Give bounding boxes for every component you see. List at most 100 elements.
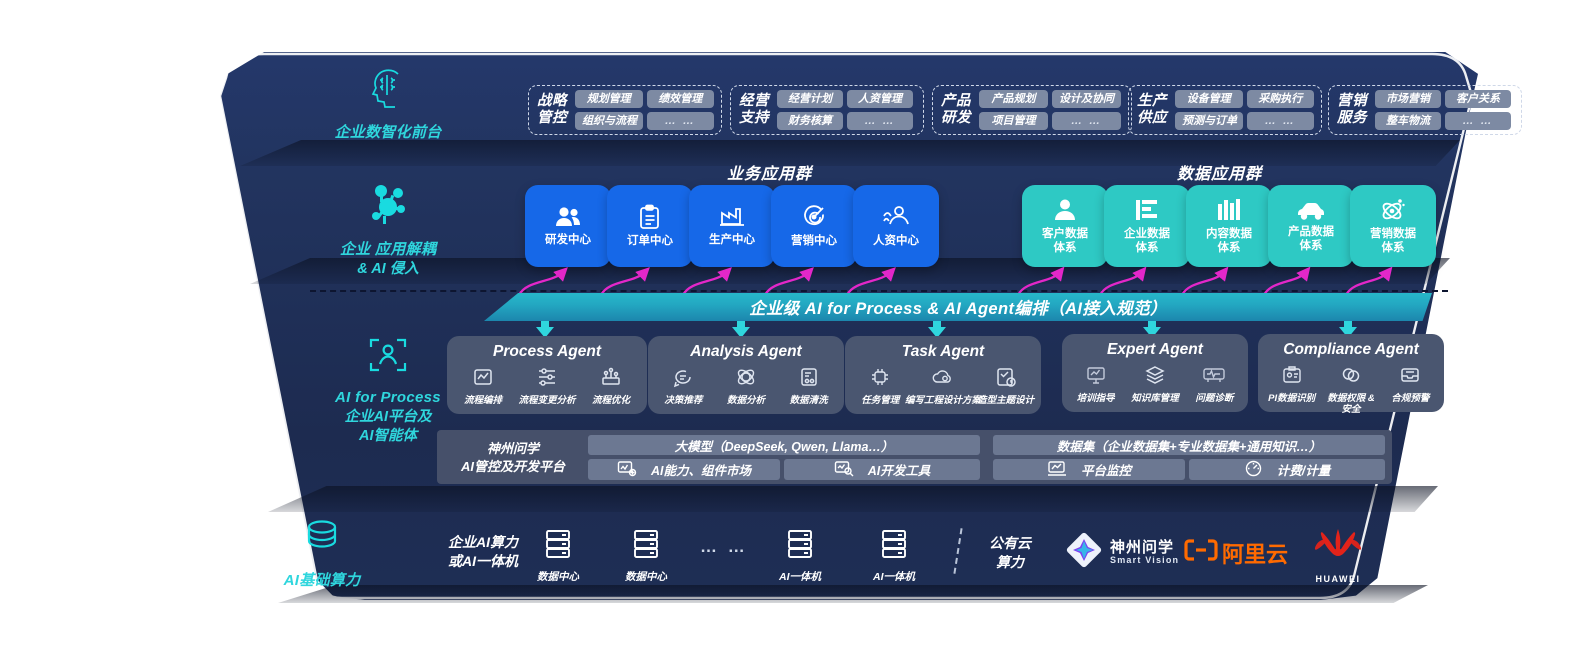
chip[interactable]: 经营计划 [777,89,843,108]
chip[interactable]: 市场营销 [1375,89,1441,108]
data-card-label: 营销数据 体系 [1370,227,1416,254]
data-card-product[interactable]: 产品数据 体系 [1268,185,1354,267]
agent-item[interactable]: 流程编排 [451,366,514,407]
data-card-customer[interactable]: 客户数据 体系 [1022,185,1108,267]
app-card-rnd[interactable]: 研发中心 [525,185,611,267]
layer-divider-dashed [310,290,1448,292]
app-card-production[interactable]: 生产中心 [689,185,775,267]
agent-card-task[interactable]: Task Agent 任务管理 编写工程设计方案 [845,336,1041,414]
chip[interactable]: 财务核算 [777,112,843,131]
data-apps-heading: 数据应用群 [1177,166,1263,183]
agent-card-process[interactable]: Process Agent 流程编排 流程变更分析 [447,336,647,414]
agent-item[interactable]: 合规预警 [1381,364,1440,405]
biz-group-title: 战略 管控 [537,93,567,126]
infra-node-label: 数据中心 [625,571,667,583]
factory-icon [718,204,746,229]
data-card-content[interactable]: 内容数据 体系 [1186,185,1272,267]
chip[interactable]: 整车物流 [1375,112,1441,131]
platform-billing[interactable]: 计费/计量 [1189,459,1385,480]
training-icon [1085,364,1107,391]
chip-more[interactable]: … … [847,112,913,131]
agent-item-label: 编写工程设计方案 [904,395,981,406]
agent-item-label: PI数据识别 [1268,393,1316,404]
infra-node-label: AI一体机 [873,571,915,583]
agent-item[interactable]: 培训指导 [1066,364,1125,405]
agent-title: Expert Agent [1107,341,1203,358]
ai-orchestration-banner[interactable]: 企业级 AI for Process & AI Agent编排（AI接入规范） [484,293,1432,321]
chip[interactable]: 组织与流程 [575,112,643,131]
agent-item[interactable]: PI数据识别 [1262,364,1321,405]
biz-group-4[interactable]: 营销 服务 市场营销 客户关系 整车物流 … … [1328,85,1522,135]
biz-group-1[interactable]: 经营 支持 经营计划 人资管理 财务核算 … … [730,85,924,135]
chip[interactable]: 客户关系 [1445,89,1511,108]
smart-vision-mark-icon [1064,530,1104,575]
chip-more[interactable]: … … [1052,112,1121,131]
biz-group-title: 生产 供应 [1137,93,1167,126]
monitor-icon [1047,460,1067,480]
rail-label-front: 企业数智化前台 [334,124,442,141]
target-icon [801,204,827,230]
biz-group-0[interactable]: 战略 管控 规划管理 绩效管理 组织与流程 … … [528,85,722,135]
data-card-marketing[interactable]: 营销数据 体系 [1350,185,1436,267]
platform-monitor[interactable]: 平台监控 [993,459,1185,480]
agent-item[interactable]: 流程优化 [579,366,642,407]
agent-item[interactable]: 造型主题设计 [975,366,1037,407]
infra-node-0[interactable]: 数据中心 [530,528,586,584]
chip[interactable]: 项目管理 [979,112,1048,131]
agent-item-label: 流程变更分析 [518,395,576,406]
infra-node-4[interactable]: AI一体机 [866,528,922,584]
data-atom-icon [735,366,757,393]
ai-devtool-icon [834,460,854,480]
chip[interactable]: 采购执行 [1246,89,1314,108]
infra-node-1[interactable]: 数据中心 [618,528,674,584]
agent-title: Analysis Agent [690,343,802,360]
app-card-label: 人资中心 [873,234,919,247]
people-chart-icon [882,204,910,230]
agent-item-label: 知识库管理 [1131,393,1179,404]
agent-card-compliance[interactable]: Compliance Agent PI数据识别 数据权限 & 安全 [1258,334,1444,415]
app-card-marketing[interactable]: 营销中心 [771,185,857,267]
logo-smart-vision[interactable]: 神州问学 Smart Vision [1064,530,1179,575]
car-icon [1296,199,1326,221]
platform-ai-market[interactable]: AI能力、组件市场 [588,459,780,480]
logo-aliyun[interactable]: 阿里云 [1184,537,1288,569]
agent-card-analysis[interactable]: Analysis Agent 决策推荐 数据分析 [648,336,844,414]
infra-node-3[interactable]: AI一体机 [772,528,828,584]
server-icon [631,530,661,564]
rail-item-compute: AI基础算力 [232,518,412,591]
biz-group-3[interactable]: 生产 供应 设备管理 采购执行 预测与订单 … … [1128,85,1322,135]
agent-item[interactable]: 编写工程设计方案 [905,366,981,407]
agent-item[interactable]: 数据权限 & 安全 [1322,364,1381,416]
chip[interactable]: 设备管理 [1175,89,1243,108]
biz-group-2[interactable]: 产品 研发 产品规划 设计及协同 项目管理 … … [932,85,1132,135]
agent-item[interactable]: 流程变更分析 [515,366,578,407]
chip[interactable]: 设计及协同 [1052,89,1121,108]
chip[interactable]: 人资管理 [847,89,913,108]
biz-group-chips: 市场营销 客户关系 整车物流 … … [1375,89,1511,131]
logo-huawei[interactable]: HUAWEI [1310,528,1366,584]
chip[interactable]: 绩效管理 [646,89,714,108]
chip-more[interactable]: … … [646,112,714,131]
agent-item[interactable]: 问题诊断 [1185,364,1244,405]
chip[interactable]: 预测与订单 [1175,112,1243,131]
data-card-enterprise[interactable]: 企业数据 体系 [1104,185,1190,267]
agent-items: 培训指导 知识库管理 问题诊断 [1062,364,1248,405]
platform-llm-label: 大模型（DeepSeek, Qwen, Llama…） [674,439,894,454]
agent-item[interactable]: 决策推荐 [652,366,714,407]
platform-dataset-label: 数据集（企业数据集+专业数据集+通用知识…） [1056,439,1322,454]
platform-llm-bar[interactable]: 大模型（DeepSeek, Qwen, Llama…） [588,435,980,455]
chip-more[interactable]: … … [1445,112,1511,131]
agent-item[interactable]: 数据清洗 [778,366,840,407]
agent-item[interactable]: 任务管理 [849,366,911,407]
app-card-hr[interactable]: 人资中心 [853,185,939,267]
platform-ai-devtool[interactable]: AI开发工具 [784,459,980,480]
chip[interactable]: 产品规划 [979,89,1048,108]
aliyun-text: 阿里云 [1222,542,1289,567]
agent-card-expert[interactable]: Expert Agent 培训指导 知识库管理 [1062,334,1248,412]
platform-dataset-bar[interactable]: 数据集（企业数据集+专业数据集+通用知识…） [993,435,1385,455]
chip-more[interactable]: … … [1246,112,1314,131]
agent-item[interactable]: 数据分析 [715,366,777,407]
agent-item[interactable]: 知识库管理 [1126,364,1185,405]
app-card-order[interactable]: 订单中心 [607,185,693,267]
chip[interactable]: 规划管理 [575,89,643,108]
